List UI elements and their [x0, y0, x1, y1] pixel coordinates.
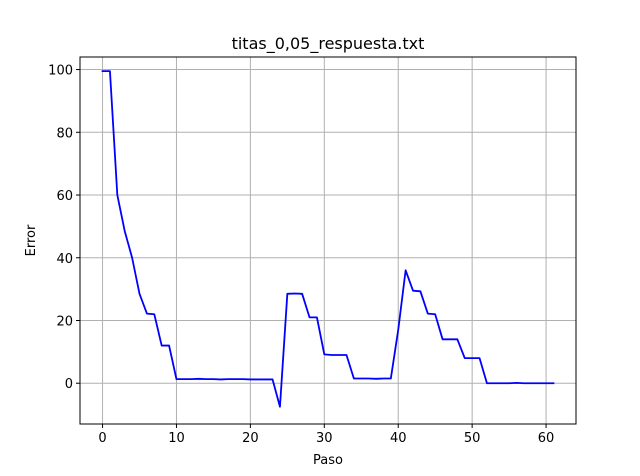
x-tick-label: 30 — [316, 431, 333, 446]
y-tick-label: 0 — [65, 377, 73, 392]
y-axis-label: Error — [24, 224, 39, 256]
y-tick-label: 40 — [56, 252, 73, 267]
plot-area — [80, 57, 576, 424]
x-tick-label: 0 — [98, 431, 106, 446]
grid — [80, 57, 576, 424]
x-tick-label: 50 — [464, 431, 481, 446]
series-line — [101, 70, 555, 408]
chart-title: titas_0,05_respuesta.txt — [232, 34, 425, 54]
x-tick-label: 20 — [242, 431, 259, 446]
ticks: 0 10 20 30 40 50 60 0 20 40 60 80 100 — [48, 64, 554, 446]
y-tick-label: 80 — [56, 126, 73, 141]
y-tick-label: 20 — [56, 314, 73, 329]
y-tick-label: 100 — [48, 64, 73, 79]
series-line-group — [101, 70, 555, 408]
x-tick-label: 60 — [538, 431, 555, 446]
y-tick-label: 60 — [56, 189, 73, 204]
x-tick-label: 40 — [390, 431, 407, 446]
x-tick-label: 10 — [168, 431, 185, 446]
plot-frame — [79, 56, 577, 425]
x-axis-label: Paso — [313, 453, 343, 468]
